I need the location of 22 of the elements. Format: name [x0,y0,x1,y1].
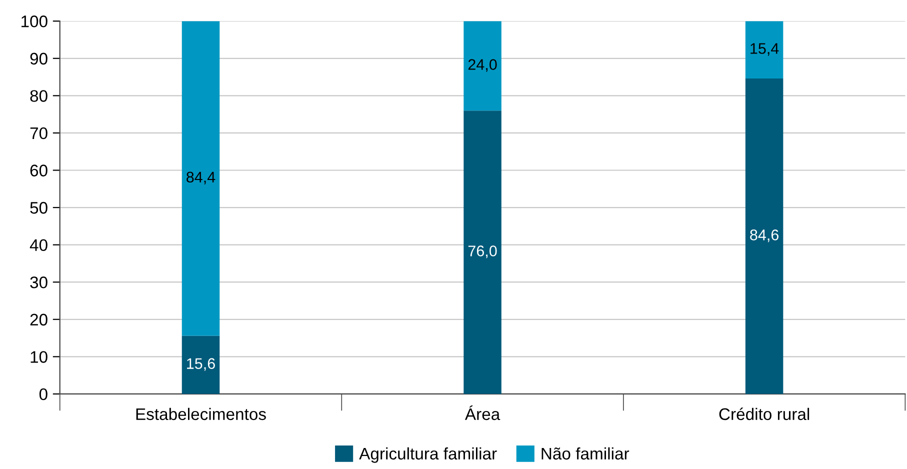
y-tick-label: 80 [30,90,48,102]
y-tick-label: 100 [22,16,48,28]
y-tick-label: 60 [30,164,48,176]
y-tick-label: 70 [30,127,48,140]
data-label: 84,6 [750,230,778,242]
y-tick-label: 10 [30,351,48,363]
x-tick-label: Crédito rural [719,408,810,420]
data-label: 76,0 [468,246,497,258]
x-tick-label: Estabelecimentos [136,408,266,420]
data-label: 24,0 [468,59,497,72]
x-tick-label: Área [464,405,500,420]
data-label: 15,4 [750,43,779,56]
legend-label: Agricultura familiar [359,447,497,463]
y-tick-label: 20 [30,314,48,326]
y-tick-label: 40 [30,239,48,252]
y-tick-label: 90 [30,52,48,65]
y-tick-label: 30 [30,276,48,288]
data-label: 15,6 [187,358,215,371]
y-tick-label: 0 [39,388,48,400]
y-tick-label: 50 [30,202,48,214]
data-label: 84,4 [186,172,216,184]
legend-label: Não familiar [542,447,630,460]
